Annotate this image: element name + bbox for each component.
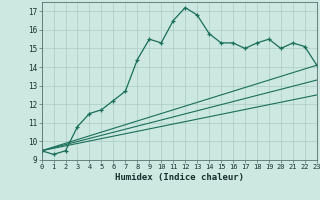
X-axis label: Humidex (Indice chaleur): Humidex (Indice chaleur) — [115, 173, 244, 182]
